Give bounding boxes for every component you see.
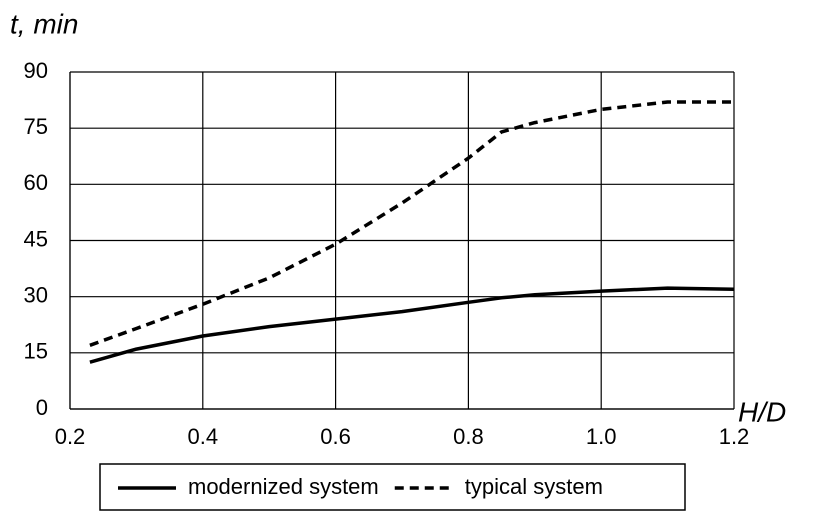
x-tick-label: 0.4 (188, 424, 219, 449)
legend-box (99, 463, 686, 511)
legend-label: modernized system (188, 474, 379, 499)
y-tick-label: 30 (24, 282, 48, 307)
x-tick-label: 0.6 (320, 424, 351, 449)
x-tick-label: 0.8 (453, 424, 484, 449)
x-tick-label: 0.2 (55, 424, 86, 449)
series-line (89, 100, 734, 347)
x-axis-label: H/D (738, 396, 786, 427)
y-tick-label: 0 (36, 395, 48, 420)
x-tick-label: 1.0 (586, 424, 617, 449)
y-tick-label: 45 (24, 226, 48, 251)
y-axis-label: t, min (10, 8, 78, 39)
y-tick-label: 90 (24, 58, 48, 83)
y-tick-label: 75 (24, 114, 48, 139)
series-line (89, 286, 735, 364)
x-tick-label: 1.2 (719, 424, 750, 449)
legend-label: typical system (465, 474, 603, 499)
y-tick-label: 15 (24, 339, 48, 364)
y-tick-label: 60 (24, 170, 48, 195)
